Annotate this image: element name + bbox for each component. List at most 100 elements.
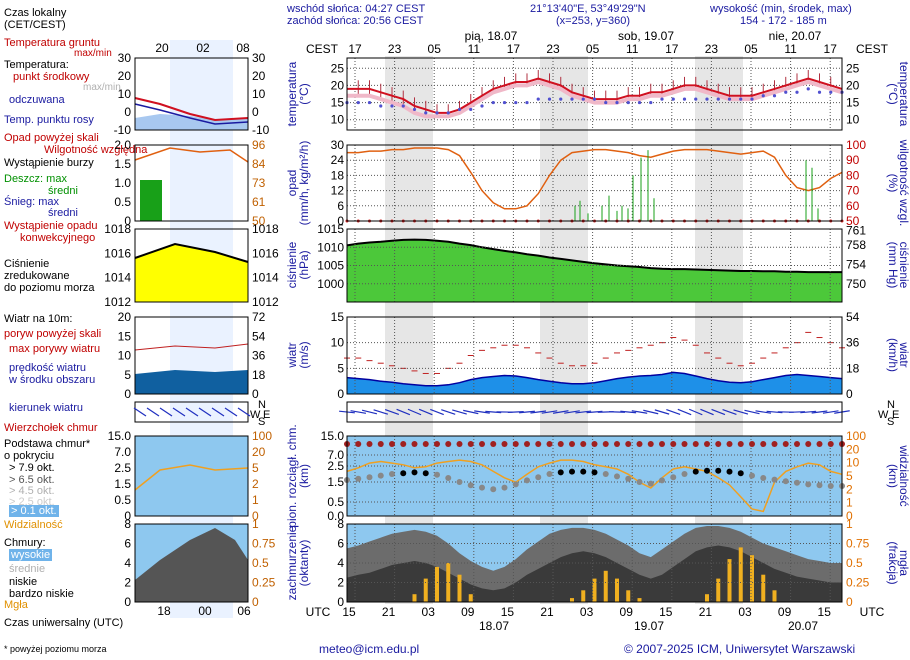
vis-tick-4: 10: [846, 456, 860, 470]
compass-compass_n: N: [887, 399, 895, 411]
lg-cov-area: [135, 528, 248, 602]
cloud-base-14: [501, 484, 508, 491]
compass-compass_w: W: [878, 409, 889, 421]
wind-arrow-2: [361, 409, 378, 415]
lg-cloud-tick-r-2: 2: [252, 477, 259, 491]
dew-point-34: [727, 97, 732, 101]
cloud-top-40: [794, 441, 800, 447]
lg-cov-tick-l-1: 2: [124, 576, 131, 590]
cloud-top-5: [400, 441, 407, 447]
cest-right: CEST: [856, 42, 889, 56]
lg-wind-arrow-3: [172, 407, 186, 417]
cloud-top-38: [771, 441, 778, 447]
legend-convective: Wystąpienie opadu: [4, 220, 98, 232]
wind-arrow-10: [452, 409, 467, 415]
cloud-top-9: [445, 441, 452, 447]
legend-highlight-band: [170, 40, 233, 618]
temp-tick-r-15: 15: [846, 96, 860, 110]
cloud-base-2: [366, 474, 373, 481]
top-hour-7: 11: [626, 42, 639, 56]
legend-footnote: * powyżej poziomu morza: [4, 644, 107, 654]
top-hour-4: 17: [507, 42, 521, 56]
footer-email[interactable]: meteo@icm.edu.pl: [319, 642, 420, 656]
dew-point-32: [705, 97, 709, 101]
wind-arrow-16: [519, 410, 535, 414]
lg-wind-frame: [134, 316, 249, 395]
lg-cloud-bg: [135, 436, 248, 516]
cloud-top-42: [816, 441, 823, 447]
legend-rain-over: Opad powyżej skali: [4, 132, 99, 144]
lg-dir-frame: [134, 401, 249, 423]
lg-rain-frame: [134, 144, 249, 222]
legend-okt01: > 0.1 okt.: [9, 505, 59, 517]
bottom-hour-5: 21: [540, 605, 554, 619]
wind-arrow-28: [654, 409, 670, 415]
wind-frame: [346, 316, 843, 395]
legend-pressure1: Ciśnienie: [4, 258, 50, 270]
legend-bottom-hour-1: 00: [198, 604, 212, 618]
wind-arrow-17: [530, 410, 547, 414]
legend-gust-max: max porywy wiatru: [9, 343, 101, 355]
vis-axis-label: widzialność: [897, 444, 910, 506]
lg-cov-tick-r-3: 0.75: [252, 537, 276, 551]
lg-wind-arrow-7: [224, 407, 238, 417]
cloud-top-29: [670, 441, 677, 447]
lg-compass-compass_s: S: [258, 416, 265, 428]
wind-r-tick-54: 54: [846, 310, 860, 324]
fog-tick-0.75: 0.75: [846, 537, 870, 551]
cov-axis-label: zachmurzenie: [285, 525, 299, 600]
dew-point-39: [784, 90, 788, 94]
fog-tick-0.25: 0.25: [846, 576, 870, 590]
cloud-top-14: [501, 441, 508, 447]
dew-point-35: [739, 97, 743, 101]
dew-point-11: [469, 107, 473, 112]
lg-pres-tick-r-1: 1014: [252, 271, 279, 285]
wind-arrow-9: [441, 409, 456, 415]
vis-tick-3: 5: [846, 469, 853, 483]
pres-r-tick-754: 754: [846, 258, 866, 272]
cloud-top-24: [614, 441, 620, 447]
wind-axis-label: wiatr: [285, 342, 299, 368]
lg-cloud-tick-l-4: 7.0: [114, 445, 131, 459]
cloud-tick-2: 1.5: [327, 475, 344, 489]
cest-left: CEST: [306, 42, 339, 56]
cloud-top-43: [827, 441, 834, 447]
wind-r-tick-0: 0: [846, 387, 853, 401]
lg-cloud-tick-r-5: 100: [252, 429, 272, 443]
lg-temp-tick-r-2: 10: [252, 87, 266, 101]
pressure-line: [346, 238, 842, 274]
cloud-base-8: [434, 471, 440, 478]
lg-wind-tick-l-3: 15: [118, 329, 132, 343]
fog-bar-22: [592, 578, 597, 602]
hum-tick-100: 100: [846, 138, 866, 152]
wind-arrow-30: [677, 408, 692, 416]
cloud-axis-label: pion. rozciągł. chm.: [285, 424, 299, 527]
dew-point-36: [750, 97, 754, 101]
wind-arrow-21: [575, 410, 592, 414]
cloud-base-37: [760, 475, 767, 481]
cloud-base-27: [647, 480, 654, 487]
legend-snow-max: Śnieg: max: [4, 196, 60, 208]
legend-snow-mean: średni: [48, 207, 78, 219]
lg-wind-area: [135, 370, 248, 394]
fog-bar-23: [603, 570, 608, 602]
top-hour-8: 17: [665, 42, 679, 56]
dew-point-4: [390, 104, 394, 108]
wind-r-tick-18: 18: [846, 361, 860, 375]
legend-wind-speed1: prędkość wiatru: [9, 362, 87, 374]
rain-tick-0: 0: [337, 214, 344, 228]
lg-pres-tick-l-3: 1018: [104, 222, 131, 236]
cloud-tick-0: 0.0: [327, 509, 344, 523]
sunset-text: zachód słońca: 20:56 CEST: [287, 15, 424, 27]
cloud-base-43: [827, 483, 834, 489]
legend-soil-temp: Temperatura gruntu: [4, 37, 100, 49]
lg-wind-arrow-2: [159, 407, 173, 417]
cloud-base-39: [782, 478, 789, 485]
temp-tick-r-20: 20: [846, 78, 860, 92]
dew-point-3: [379, 104, 383, 108]
wind-arrow-41: [800, 410, 817, 414]
lg-cloud-tick-l-1: 0.5: [114, 493, 131, 507]
cloud-top-12: [479, 441, 485, 447]
lg-compass-compass_e: E: [263, 409, 270, 421]
cloud-top-2: [366, 441, 373, 447]
